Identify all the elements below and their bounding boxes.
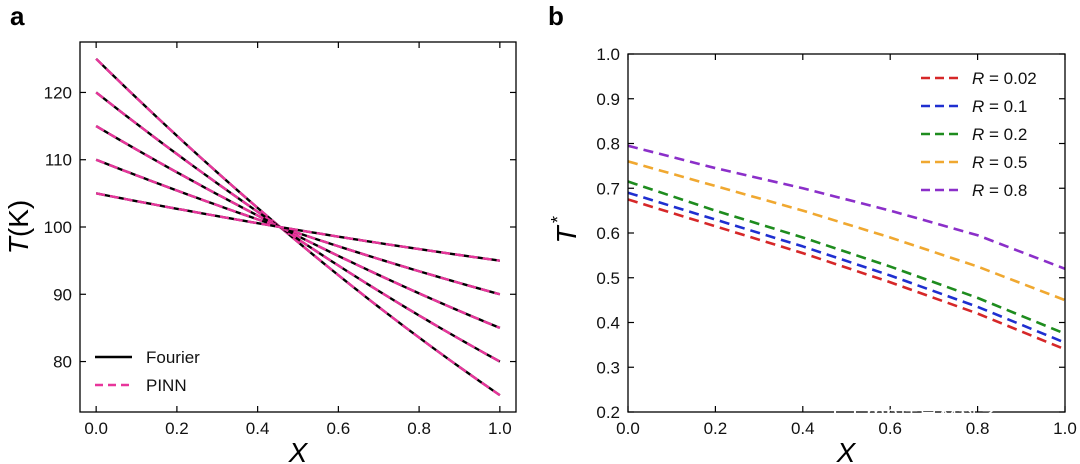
legend-value-1: = 0.02 bbox=[984, 69, 1036, 88]
legend-label-4: R = 0.5 bbox=[972, 153, 1027, 172]
panel-a-y-tick-label: 100 bbox=[44, 218, 72, 237]
panel-a-y-unit: (K) bbox=[3, 200, 34, 237]
panel-a-series bbox=[95, 57, 501, 397]
legend-var-1: R bbox=[972, 69, 984, 88]
series-line-1 bbox=[628, 198, 1065, 351]
panel-a-y-tick-label: 120 bbox=[44, 83, 72, 102]
panel-b-y-tick-label: 0.3 bbox=[596, 358, 620, 377]
panel-a-y-var: T bbox=[3, 235, 34, 254]
legend-var-4: R bbox=[972, 153, 984, 172]
panel-b-plot: 0.0 0.2 0.4 0.6 0.8 1.00.20.30.40.50.60.70.80… bbox=[548, 45, 1077, 464]
wechat-icon bbox=[834, 401, 856, 423]
panel-b-y-var: T bbox=[551, 225, 582, 244]
panel-b-y-tick-label: 0.8 bbox=[596, 135, 620, 154]
panel-b-x-tick-label: 0.4 bbox=[791, 419, 815, 438]
panel-b-ticks: 0.0 0.2 0.4 0.6 0.8 1.00.20.30.40.50.60.70.80… bbox=[596, 45, 1076, 438]
fourier-line-3 bbox=[95, 125, 501, 330]
pinn-line-1 bbox=[95, 57, 501, 397]
panel-a-y-tick-label: 90 bbox=[53, 285, 72, 304]
legend-value-3: = 0.2 bbox=[984, 125, 1027, 144]
panel-b-y-tick-label: 0.4 bbox=[596, 314, 620, 333]
panel-a-x-tick-label: 0.8 bbox=[407, 419, 431, 438]
panel-b-x-tick-label: 0.2 bbox=[704, 419, 728, 438]
legend-label-3: R = 0.2 bbox=[972, 125, 1027, 144]
pinn-line-2 bbox=[95, 91, 501, 363]
fourier-line-2 bbox=[95, 91, 501, 363]
watermark-right: mp计算材料学 bbox=[834, 401, 998, 425]
panel-b-x-tick-label: 1.0 bbox=[1053, 419, 1077, 438]
panel-b-label: b bbox=[548, 1, 564, 31]
watermark-right-text: mp计算材料学 bbox=[866, 401, 998, 425]
legend-fourier-label: Fourier bbox=[146, 348, 200, 367]
panel-a-x-tick-label: 0.6 bbox=[327, 419, 351, 438]
series-line-5 bbox=[628, 144, 1065, 271]
panel-a-legend: Fourier PINN bbox=[95, 348, 200, 395]
fourier-line-4 bbox=[95, 158, 501, 296]
legend-label-1: R = 0.02 bbox=[972, 69, 1037, 88]
panel-b-x-axis-label: X bbox=[836, 437, 857, 464]
legend-pinn-label: PINN bbox=[146, 376, 187, 395]
watermark-logo-icon bbox=[13, 434, 31, 452]
panel-b-y-tick-label: 0.2 bbox=[596, 403, 620, 422]
panel-a-label: a bbox=[10, 1, 25, 31]
panel-b-x-tick-label: 0.6 bbox=[878, 419, 902, 438]
panel-b-legend: R = 0.02R = 0.1R = 0.2R = 0.5R = 0.8 bbox=[921, 69, 1037, 200]
panel-a-x-tick-label: 0.2 bbox=[165, 419, 189, 438]
legend-var-5: R bbox=[972, 181, 984, 200]
panel-b-series bbox=[628, 144, 1065, 351]
series-line-4 bbox=[628, 160, 1065, 302]
panel-b-y-sup: * bbox=[548, 216, 568, 223]
panel-b-x-tick-label: 0.8 bbox=[966, 419, 990, 438]
panel-b-y-tick-label: 0.6 bbox=[596, 224, 620, 243]
panel-a-x-tick-label: 0.0 bbox=[84, 419, 108, 438]
pinn-line-3 bbox=[95, 125, 501, 330]
fourier-line-5 bbox=[95, 192, 501, 262]
pinn-line-4 bbox=[95, 158, 501, 296]
pinn-line-5 bbox=[95, 192, 501, 262]
panel-a-y-tick-label: 110 bbox=[45, 151, 72, 170]
series-line-2 bbox=[628, 191, 1065, 344]
watermark-left: 大数跨境 bbox=[13, 433, 128, 457]
legend-value-2: = 0.1 bbox=[984, 97, 1027, 116]
legend-var-2: R bbox=[972, 97, 984, 116]
fourier-line-1 bbox=[95, 57, 501, 397]
panel-a-plot: 0.0 0.2 0.4 0.6 0.8 1.0 80 90 100 110 120 X T(K) F… bbox=[3, 41, 517, 464]
panel-a-x-tick-label: 0.4 bbox=[246, 419, 270, 438]
panel-a-x-tick-label: 1.0 bbox=[488, 419, 512, 438]
legend-value-5: = 0.8 bbox=[984, 181, 1027, 200]
legend-label-5: R = 0.8 bbox=[972, 181, 1027, 200]
panel-b-y-tick-label: 0.5 bbox=[596, 269, 620, 288]
panel-b-x-tick-label: 0.0 bbox=[616, 419, 640, 438]
panel-b-y-tick-label: 0.7 bbox=[596, 179, 620, 198]
watermark-left-text: 大数跨境 bbox=[48, 433, 128, 457]
panel-b-y-tick-label: 1.0 bbox=[596, 45, 620, 64]
panel-b-y-axis-label: T * bbox=[548, 216, 582, 244]
panel-a-y-axis-label: T(K) bbox=[3, 200, 34, 254]
legend-var-3: R bbox=[972, 125, 984, 144]
panel-b-y-tick-label: 0.9 bbox=[596, 90, 620, 109]
panel-a-ticks: 0.0 0.2 0.4 0.6 0.8 1.0 80 90 100 110 120 bbox=[44, 42, 516, 438]
panel-a-y-tick-label: 80 bbox=[53, 353, 72, 372]
legend-value-4: = 0.5 bbox=[984, 153, 1027, 172]
series-line-3 bbox=[628, 180, 1065, 335]
legend-label-2: R = 0.1 bbox=[972, 97, 1027, 116]
panel-a-x-axis-label: X bbox=[288, 437, 309, 464]
